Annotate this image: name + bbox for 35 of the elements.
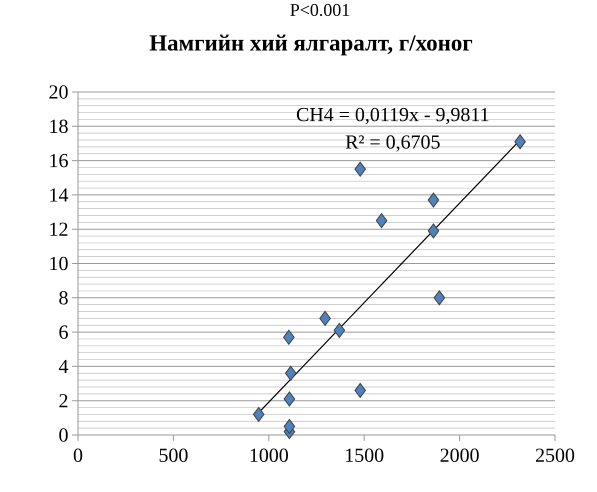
y-tick-label: 6 bbox=[59, 325, 68, 339]
text: P<0.001 bbox=[290, 4, 350, 16]
annotation: CH4 = 0,0119x - 9,9811 bbox=[296, 108, 488, 124]
point bbox=[283, 330, 295, 345]
y-tick-label: 12 bbox=[50, 222, 68, 236]
chart-title: Намгийн хий ялгаралт, г/хоног bbox=[150, 34, 472, 56]
y-tick-label: 18 bbox=[50, 120, 68, 134]
x-tick-label: 2500 bbox=[536, 448, 574, 462]
point bbox=[434, 290, 446, 306]
point bbox=[319, 310, 331, 326]
y-tick-label: 4 bbox=[58, 360, 68, 373]
y-tick-label: 16 bbox=[50, 154, 68, 168]
point bbox=[334, 322, 346, 338]
point bbox=[284, 391, 296, 406]
point bbox=[376, 213, 388, 228]
y-tick-label: 0 bbox=[59, 428, 68, 442]
x-tick-label: 1000 bbox=[250, 448, 288, 462]
y-tick-label: 14 bbox=[50, 188, 68, 202]
x-tick-label: 1500 bbox=[346, 448, 384, 462]
x-tick-label: 2000 bbox=[440, 448, 479, 462]
y-tick-label: 10 bbox=[50, 256, 68, 270]
y-tick-label: 20 bbox=[49, 85, 68, 99]
point bbox=[354, 382, 366, 398]
point bbox=[354, 162, 366, 177]
point bbox=[428, 223, 440, 238]
y-tick-label: 2 bbox=[59, 394, 68, 408]
point bbox=[284, 366, 296, 381]
point bbox=[252, 406, 264, 422]
point bbox=[514, 134, 526, 150]
annotation: R² = 0,6705 bbox=[346, 135, 440, 152]
point bbox=[428, 192, 440, 208]
y-tick-label: 8 bbox=[59, 291, 68, 305]
point bbox=[284, 418, 296, 434]
x-tick-label: 0 bbox=[74, 448, 82, 462]
x-tick-label: 500 bbox=[160, 448, 188, 462]
